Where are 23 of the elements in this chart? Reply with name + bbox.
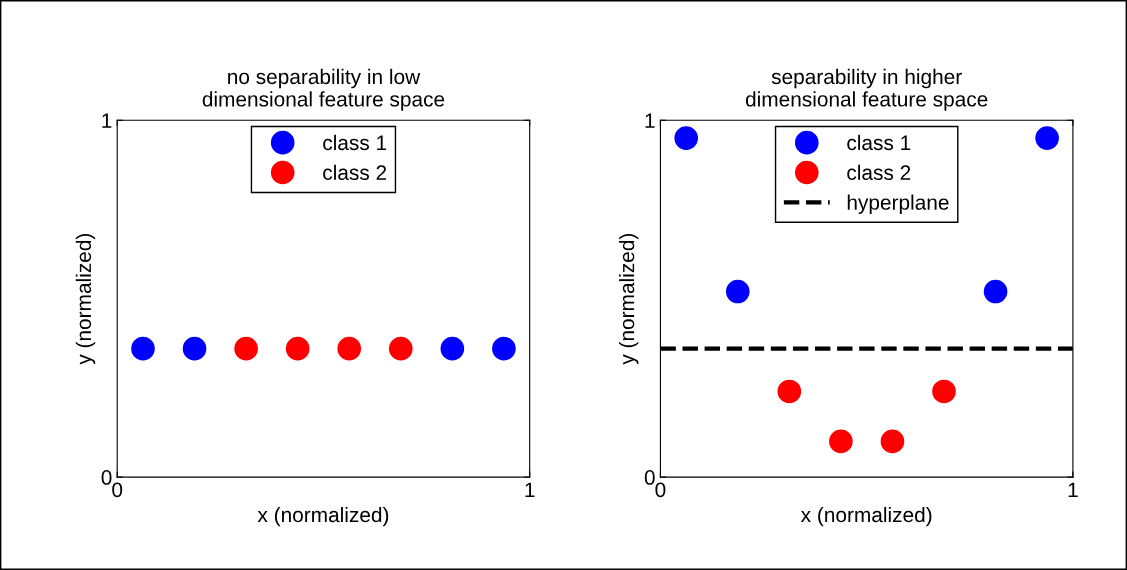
- point: [725, 279, 750, 304]
- y-axis-title: y (normalized): [75, 233, 96, 365]
- point: [983, 279, 1008, 304]
- legend-label: class 2: [323, 164, 387, 180]
- point: [777, 379, 802, 404]
- point: [1035, 126, 1059, 150]
- legend-label: hyperplane: [847, 194, 949, 214]
- legend-label: class 2: [847, 164, 911, 180]
- point: [880, 429, 905, 454]
- legend-label: class 1: [323, 134, 387, 151]
- chart-title: separability in higher dimensional feature space: [745, 68, 988, 111]
- legend-label: class 1: [847, 134, 911, 151]
- x-axis-title: x (normalized): [800, 506, 932, 527]
- point: [829, 429, 853, 454]
- point: [674, 126, 699, 150]
- x-tick-label: 0: [655, 482, 666, 498]
- point: [932, 379, 956, 404]
- x-tick-label: 1: [1068, 482, 1078, 498]
- y-axis-title: y (normalized): [619, 233, 639, 365]
- chart-title: no separability in low dimensional feature space: [202, 68, 445, 111]
- x-axis-title: x (normalized): [257, 506, 389, 527]
- x-tick-label: 1: [525, 482, 535, 498]
- x-tick-label: 0: [112, 482, 123, 498]
